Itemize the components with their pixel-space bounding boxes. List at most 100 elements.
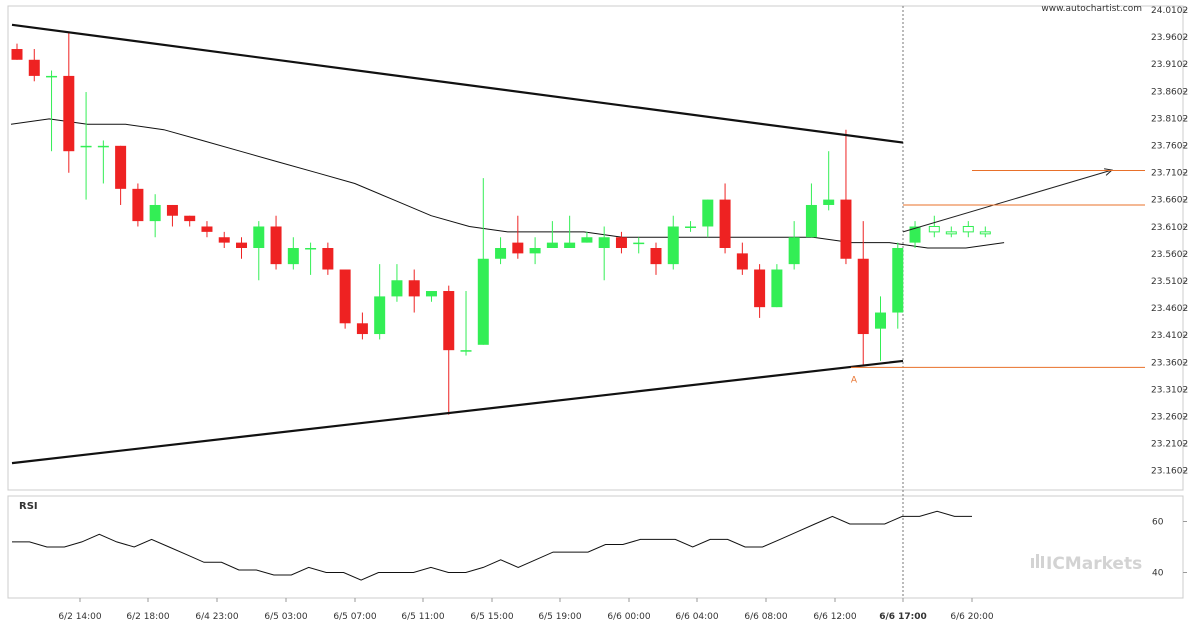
candle-body <box>425 291 437 297</box>
rsi-tick-label: 60 <box>1152 518 1164 528</box>
x-tick-label: 6/6 04:00 <box>675 612 719 622</box>
projection-arrow <box>902 169 1113 233</box>
x-tick-label: 6/6 17:00 <box>879 612 927 622</box>
candle-body <box>805 204 817 238</box>
candle-body <box>270 226 282 265</box>
candle-body <box>702 199 714 227</box>
candle-body <box>564 242 576 248</box>
y-tick-label: 23.6102 <box>1151 223 1188 233</box>
x-tick-label: 6/6 08:00 <box>744 612 788 622</box>
brand-name: ICMarkets <box>1046 554 1142 574</box>
candle-body <box>28 59 40 76</box>
y-tick-label: 23.5602 <box>1151 250 1188 260</box>
candle-body <box>184 215 196 222</box>
y-tick-label: 23.4102 <box>1151 331 1188 341</box>
brand-logo: ICMarkets <box>1031 554 1142 574</box>
candle-body <box>460 350 472 352</box>
candle-body <box>149 204 161 222</box>
x-tick-label: 6/6 12:00 <box>813 612 857 622</box>
x-tick-label: 6/5 15:00 <box>470 612 514 622</box>
candle-body <box>305 248 317 250</box>
y-tick-label: 23.9102 <box>1151 60 1188 70</box>
candle-body <box>736 253 748 270</box>
candle-body <box>11 49 23 60</box>
candle-body <box>581 237 593 243</box>
x-tick-label: 6/5 07:00 <box>333 612 377 622</box>
candle-body <box>857 258 869 335</box>
candle-body <box>495 248 507 259</box>
forecast-candle-body <box>945 231 957 235</box>
moving-average-line <box>10 118 1005 249</box>
candle-body <box>63 75 75 152</box>
candle-body <box>374 296 386 335</box>
candle-body <box>253 226 265 248</box>
price-panel <box>7 5 1184 491</box>
candle-body <box>529 248 541 254</box>
candle-body <box>322 248 334 270</box>
candle-body <box>650 248 662 265</box>
x-tick-label: 6/4 23:00 <box>195 612 239 622</box>
y-tick-label: 23.3602 <box>1151 358 1188 368</box>
x-tick-label: 6/5 19:00 <box>538 612 582 622</box>
y-tick-label: 23.2102 <box>1151 440 1188 450</box>
x-tick-label: 6/5 03:00 <box>264 612 308 622</box>
candle-body <box>477 258 489 345</box>
candle-body <box>909 226 921 243</box>
candle-body <box>823 199 835 205</box>
candle-body <box>391 280 403 297</box>
candle-body <box>771 269 783 308</box>
forecast-candle-body <box>962 225 974 233</box>
point-label: A <box>851 376 858 386</box>
candle-body <box>546 242 558 248</box>
y-tick-label: 24.0102 <box>1151 6 1188 16</box>
candle-body <box>339 269 351 324</box>
candle-body <box>356 323 368 335</box>
y-tick-label: 23.8102 <box>1151 114 1188 124</box>
candle-body <box>97 145 109 148</box>
y-tick-label: 23.7602 <box>1151 142 1188 152</box>
candle-body <box>166 204 178 216</box>
candle-body <box>46 75 58 78</box>
candle-body <box>236 242 248 248</box>
candle-body <box>201 226 213 232</box>
pattern-line <box>11 359 904 465</box>
candle-body <box>512 242 524 254</box>
candle-body <box>598 237 610 248</box>
pattern-line <box>11 23 904 144</box>
y-tick-label: 23.4602 <box>1151 304 1188 314</box>
y-tick-label: 23.6602 <box>1151 196 1188 206</box>
forecast-candle-body <box>979 231 991 235</box>
candle-body <box>875 312 886 329</box>
forecast-candle-body <box>928 225 940 233</box>
y-tick-label: 23.2602 <box>1151 413 1188 423</box>
candle-body <box>80 145 92 148</box>
rsi-line <box>12 510 972 581</box>
candle-body <box>633 242 645 245</box>
candle-body <box>754 269 766 308</box>
projection-arrowhead <box>1104 168 1114 176</box>
candle-body <box>615 237 627 248</box>
candle-body <box>218 237 230 243</box>
candle-body <box>132 188 144 222</box>
y-tick-label: 23.3102 <box>1151 385 1188 395</box>
rsi-panel <box>7 495 1184 599</box>
candle-body <box>685 226 697 228</box>
y-tick-label: 23.1602 <box>1151 467 1188 477</box>
x-tick-label: 6/6 20:00 <box>950 612 994 622</box>
y-tick-label: 23.7102 <box>1151 169 1188 179</box>
candle-body <box>408 280 420 297</box>
x-tick-label: 6/2 14:00 <box>58 612 102 622</box>
candle-body <box>788 237 800 265</box>
x-tick-label: 6/5 11:00 <box>401 612 445 622</box>
candle-body <box>719 199 731 248</box>
site-url: www.autochartist.com <box>1041 4 1142 14</box>
x-tick-label: 6/6 00:00 <box>607 612 651 622</box>
candle-body <box>115 145 127 189</box>
candle-body <box>443 291 455 351</box>
candle-body <box>840 199 852 259</box>
rsi-title: RSI <box>19 501 38 512</box>
candle-body <box>892 248 904 313</box>
rsi-tick-label: 40 <box>1152 569 1164 579</box>
candle-body <box>287 248 299 265</box>
